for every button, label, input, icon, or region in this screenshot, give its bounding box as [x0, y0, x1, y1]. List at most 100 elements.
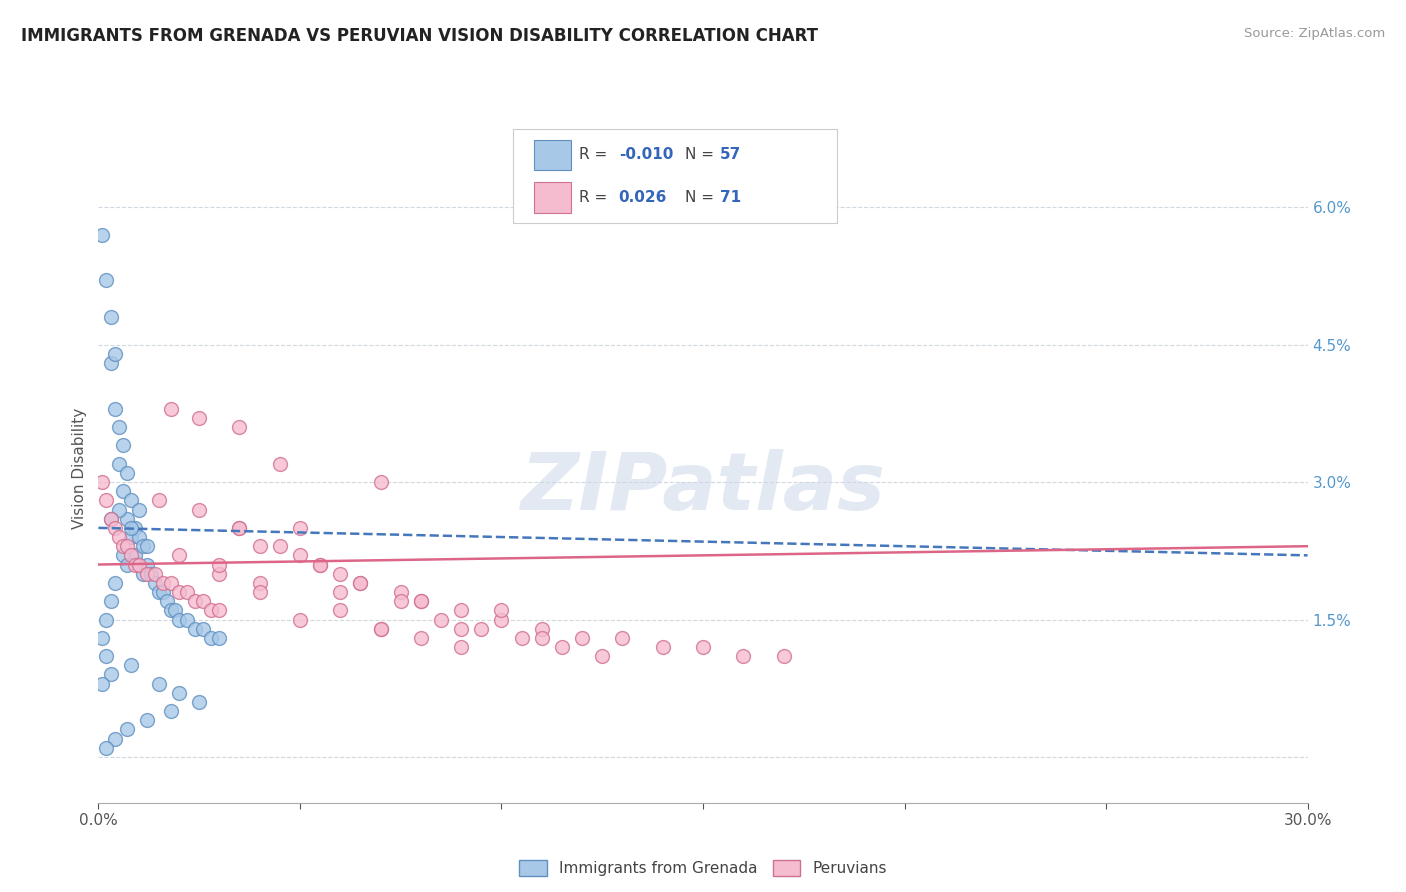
Point	[167, 585, 190, 599]
Point	[249, 539, 271, 553]
Point	[128, 502, 150, 516]
Point	[551, 640, 574, 654]
Point	[309, 558, 332, 572]
Point	[107, 502, 129, 516]
Text: R =: R =	[579, 190, 613, 205]
Point	[530, 631, 553, 645]
Point	[91, 676, 114, 690]
Point	[193, 594, 215, 608]
Point	[135, 566, 157, 581]
Point	[103, 347, 125, 361]
Point	[96, 273, 118, 287]
Point	[167, 686, 190, 700]
Point	[349, 575, 371, 590]
Point	[450, 622, 472, 636]
Text: Source: ZipAtlas.com: Source: ZipAtlas.com	[1244, 27, 1385, 40]
Point	[111, 549, 134, 563]
Point	[139, 566, 162, 581]
Point	[692, 640, 714, 654]
Point	[107, 420, 129, 434]
Point	[200, 631, 222, 645]
Point	[176, 613, 198, 627]
Text: -0.010: -0.010	[619, 147, 673, 162]
Point	[96, 740, 118, 755]
Point	[160, 401, 183, 416]
Point	[288, 613, 311, 627]
Point	[91, 631, 114, 645]
Point	[103, 401, 125, 416]
Point	[96, 493, 118, 508]
Point	[733, 649, 755, 664]
Point	[409, 631, 432, 645]
Point	[430, 613, 453, 627]
Point	[160, 575, 183, 590]
Point	[188, 502, 211, 516]
Text: 57: 57	[720, 147, 741, 162]
Text: R =: R =	[579, 147, 613, 162]
Point	[111, 438, 134, 452]
Point	[176, 585, 198, 599]
Point	[389, 585, 412, 599]
Point	[370, 622, 392, 636]
Point	[124, 549, 146, 563]
Point	[143, 566, 166, 581]
Point	[167, 613, 190, 627]
Point	[128, 530, 150, 544]
Text: 71: 71	[720, 190, 741, 205]
Point	[530, 622, 553, 636]
Point	[128, 558, 150, 572]
Point	[96, 613, 118, 627]
Point	[120, 493, 142, 508]
Point	[651, 640, 673, 654]
Point	[115, 466, 138, 480]
Point	[409, 594, 432, 608]
Point	[228, 420, 250, 434]
Point	[148, 676, 170, 690]
Point	[188, 695, 211, 709]
Point	[115, 539, 138, 553]
Point	[100, 310, 122, 324]
Point	[409, 594, 432, 608]
Point	[91, 475, 114, 489]
Point	[772, 649, 794, 664]
Point	[510, 631, 533, 645]
Point	[115, 723, 138, 737]
Point	[450, 603, 472, 617]
Point	[115, 558, 138, 572]
Point	[100, 594, 122, 608]
Point	[91, 227, 114, 242]
Point	[103, 731, 125, 746]
Point	[152, 575, 174, 590]
Point	[100, 512, 122, 526]
Point	[329, 603, 352, 617]
Point	[120, 549, 142, 563]
Point	[128, 558, 150, 572]
Point	[612, 631, 634, 645]
Point	[107, 457, 129, 471]
Point	[135, 558, 157, 572]
Point	[107, 530, 129, 544]
Point	[152, 585, 174, 599]
Point	[115, 512, 138, 526]
Point	[184, 622, 207, 636]
Point	[269, 539, 291, 553]
Point	[111, 484, 134, 499]
Point	[135, 539, 157, 553]
Point	[491, 603, 513, 617]
Point	[148, 493, 170, 508]
Point	[160, 704, 183, 718]
Point	[120, 530, 142, 544]
Point	[228, 521, 250, 535]
Point	[160, 603, 183, 617]
Point	[124, 558, 146, 572]
Y-axis label: Vision Disability: Vision Disability	[72, 408, 87, 529]
Point	[370, 475, 392, 489]
Point	[96, 649, 118, 664]
Point	[132, 539, 155, 553]
Point	[288, 521, 311, 535]
Point	[309, 558, 332, 572]
Point	[124, 521, 146, 535]
Point	[188, 410, 211, 425]
Point	[249, 585, 271, 599]
Point	[249, 575, 271, 590]
